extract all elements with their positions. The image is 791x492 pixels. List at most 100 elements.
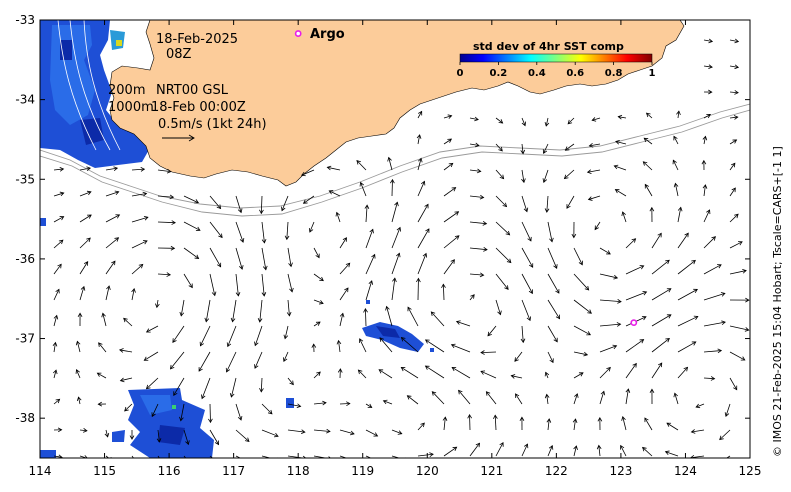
velocity-arrow — [469, 142, 480, 148]
velocity-arrow — [573, 273, 590, 291]
velocity-arrow — [287, 273, 294, 293]
velocity-arrow — [313, 299, 324, 305]
velocity-arrow — [226, 325, 237, 348]
velocity-arrow — [442, 416, 448, 431]
velocity-arrow — [328, 190, 341, 197]
velocity-arrow — [642, 446, 653, 457]
velocity-arrow — [544, 195, 550, 213]
velocity-arrow — [614, 189, 627, 197]
velocity-arrow — [599, 344, 618, 353]
velocity-arrow — [588, 142, 601, 148]
velocity-arrow — [495, 273, 509, 290]
velocity-arrow — [400, 367, 419, 379]
velocity-arrow — [339, 429, 355, 436]
velocity-arrow — [521, 169, 526, 184]
velocity-arrow — [431, 391, 445, 405]
velocity-arrow — [458, 389, 471, 405]
velocity-arrow — [335, 211, 341, 223]
velocity-arrow — [179, 403, 185, 422]
velocity-arrow — [254, 351, 263, 369]
velocity-arrow — [443, 446, 458, 457]
colorbar-tick-label: 0.4 — [528, 68, 546, 79]
velocity-arrow — [495, 221, 511, 236]
velocity-arrow — [365, 228, 374, 249]
velocity-arrow — [287, 247, 293, 268]
velocity-arrow — [391, 201, 399, 223]
velocity-arrow — [157, 272, 172, 277]
velocity-arrow — [729, 213, 739, 223]
velocity-arrow — [131, 240, 148, 249]
velocity-arrow — [729, 187, 736, 197]
velocity-arrow — [599, 390, 606, 405]
velocity-arrow — [563, 169, 575, 180]
velocity-arrow — [131, 215, 149, 223]
velocity-arrow — [664, 450, 679, 457]
velocity-arrow — [621, 416, 627, 431]
velocity-arrow — [313, 371, 321, 379]
velocity-arrow — [209, 247, 222, 268]
velocity-arrow — [53, 191, 65, 197]
velocity-arrow — [283, 325, 289, 340]
contour-line — [83, 20, 121, 151]
y-tick-label: -33 — [15, 13, 35, 27]
velocity-arrow — [287, 429, 306, 435]
velocity-arrow — [617, 114, 627, 120]
velocity-arrow — [571, 221, 577, 239]
velocity-arrow — [695, 403, 705, 409]
velocity-arrow — [673, 392, 679, 405]
x-tick-label: 122 — [545, 464, 568, 478]
colorbar-tick-label: 0.6 — [566, 68, 584, 79]
velocity-arrow — [547, 273, 560, 294]
velocity-arrow — [547, 247, 558, 269]
velocity-arrow — [356, 160, 367, 171]
y-tick-label: -37 — [15, 332, 35, 346]
velocity-arrow — [53, 427, 63, 433]
velocity-arrow — [326, 165, 341, 171]
velocity-arrow — [339, 312, 345, 327]
velocity-arrow — [283, 351, 289, 363]
velocity-arrow — [308, 221, 315, 233]
velocity-arrow — [644, 417, 653, 431]
velocity-arrow — [52, 341, 58, 353]
y-axis: -33 -34 -35 -36 -37 -38 — [15, 13, 750, 425]
date-label: 18-Feb-2025 — [156, 32, 238, 47]
velocity-arrow — [642, 161, 653, 171]
velocity-arrow — [520, 143, 526, 155]
velocity-arrow — [77, 312, 83, 327]
velocity-arrow — [300, 169, 315, 177]
velocity-arrow — [235, 247, 244, 270]
argo-legend-label: Argo — [310, 27, 345, 42]
y-tick-label: -36 — [15, 252, 35, 266]
velocity-arrow — [544, 371, 550, 379]
velocity-arrow — [521, 443, 529, 457]
velocity-arrow — [287, 403, 302, 409]
velocity-arrow — [514, 351, 523, 362]
x-tick-label: 116 — [158, 464, 181, 478]
plot-frame — [39, 19, 751, 459]
velocity-arrow — [339, 237, 347, 249]
velocity-arrow — [391, 277, 397, 301]
velocity-arrow — [599, 273, 619, 280]
velocity-arrow — [363, 308, 368, 327]
velocity-arrow — [677, 341, 697, 353]
velocity-arrow — [591, 117, 601, 122]
velocity-arrow — [672, 159, 679, 171]
velocity-arrow — [469, 168, 482, 174]
velocity-arrow — [359, 181, 367, 197]
x-tick-label: 119 — [351, 464, 374, 478]
velocity-arrow — [365, 253, 376, 275]
velocity-arrow — [209, 221, 223, 239]
velocity-arrow — [53, 166, 65, 172]
velocity-arrow — [259, 195, 264, 215]
colorbar-title: std dev of 4hr SST comp — [473, 40, 624, 53]
velocity-arrow — [615, 139, 627, 145]
velocity-arrow — [495, 441, 504, 457]
velocity-arrow — [586, 169, 601, 174]
velocity-arrow — [155, 299, 160, 309]
velocity-arrow — [261, 403, 273, 415]
velocity-arrow — [53, 454, 63, 458]
scale-label: 0.5m/s (1kt 24h) — [158, 117, 267, 132]
velocity-arrow — [703, 209, 711, 223]
x-tick-label: 115 — [93, 464, 116, 478]
